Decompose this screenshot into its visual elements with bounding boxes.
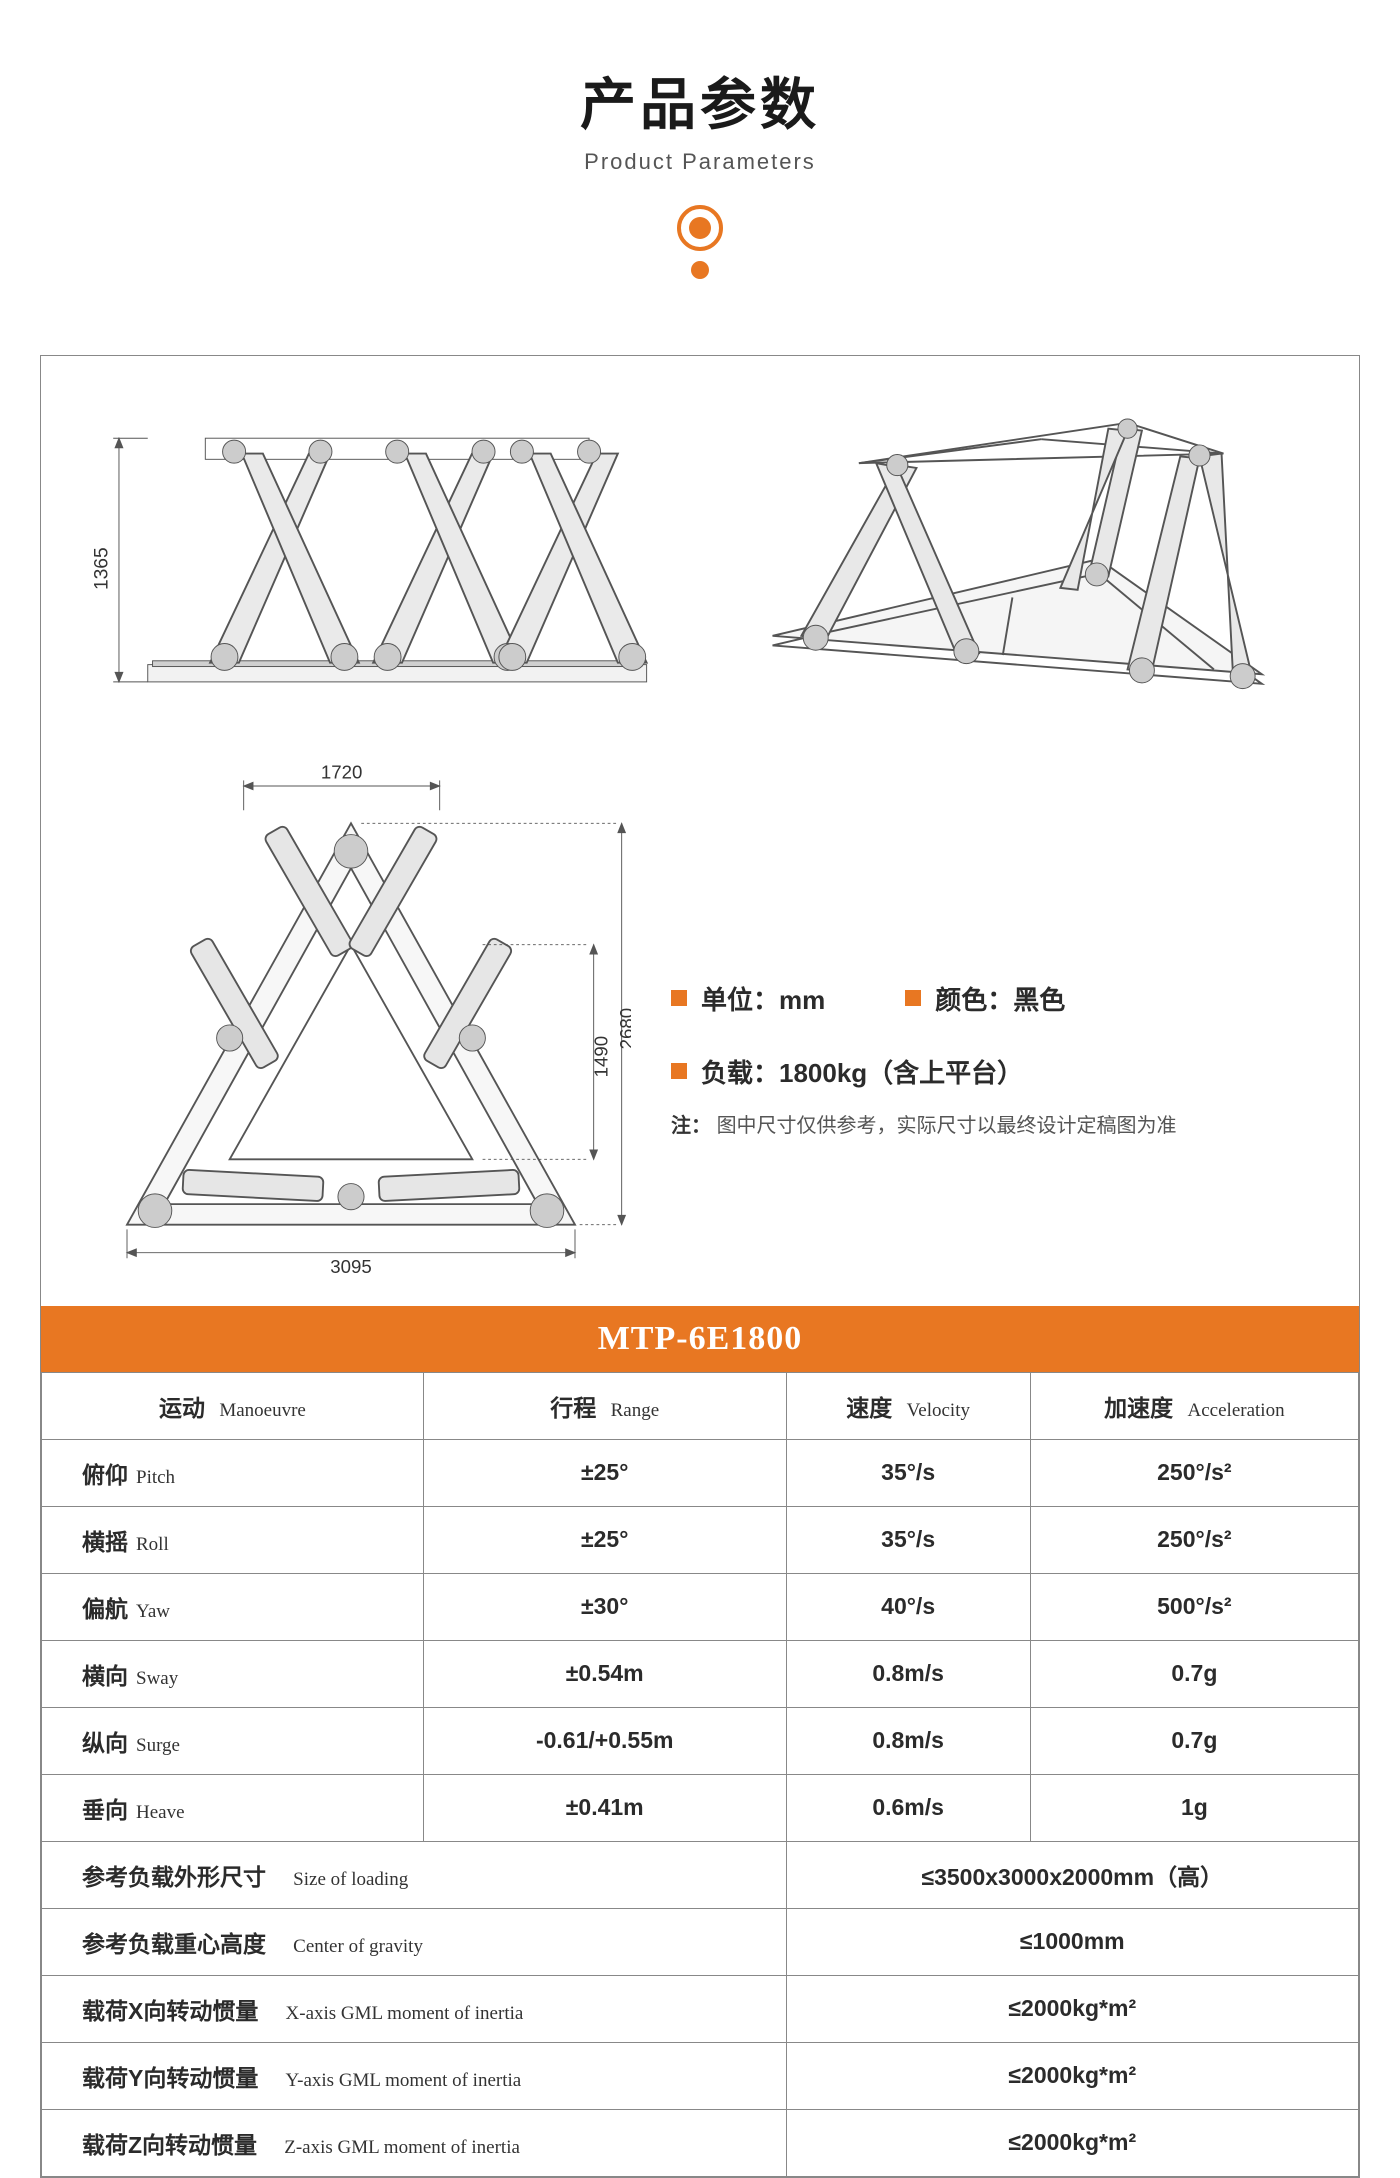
table-footer-row: 载荷X向转动惯量 X-axis GML moment of inertia≤20… (42, 1975, 1359, 2042)
cell-velocity: 0.8m/s (786, 1707, 1030, 1774)
table-footer-row: 载荷Y向转动惯量 Y-axis GML moment of inertia≤20… (42, 2042, 1359, 2109)
table-footer-row: 载荷Z向转动惯量 Z-axis GML moment of inertia≤20… (42, 2109, 1359, 2176)
cell-accel: 250°/s² (1030, 1506, 1358, 1573)
hdr-manoeuvre-cn: 运动 (159, 1395, 205, 1421)
table-row: 偏航Yaw±30°40°/s500°/s² (42, 1573, 1359, 1640)
footer-label: 载荷X向转动惯量 X-axis GML moment of inertia (42, 1975, 787, 2042)
footer-value: ≤2000kg*m² (786, 1975, 1358, 2042)
cell-manoeuvre: 横向Sway (42, 1640, 424, 1707)
hdr-range-en: Range (611, 1400, 660, 1421)
diagram-area: 1365 (41, 356, 1359, 1306)
info-note: 注： 图中尺寸仅供参考，实际尺寸以最终设计定稿图为准 (671, 1110, 1329, 1142)
table-row: 垂向Heave±0.41m0.6m/s1g (42, 1774, 1359, 1841)
diagram-top-row: 1365 (71, 396, 1329, 708)
table-footer-row: 参考负载重心高度 Center of gravity≤1000mm (42, 1908, 1359, 1975)
footer-label: 参考负载外形尺寸 Size of loading (42, 1841, 787, 1908)
dim-height: 1365 (91, 547, 112, 590)
table-row: 横向Sway±0.54m0.8m/s0.7g (42, 1640, 1359, 1707)
dim-top-width: 1720 (321, 762, 363, 783)
diagram-bottom-row: 1720 (71, 758, 1329, 1286)
cell-range: ±25° (423, 1439, 786, 1506)
col-range: 行程 Range (423, 1372, 786, 1439)
col-velocity: 速度 Velocity (786, 1372, 1030, 1439)
dim-inner-h: 1490 (591, 1036, 612, 1078)
front-view-diagram: 1365 (71, 396, 685, 708)
cell-accel: 0.7g (1030, 1707, 1358, 1774)
iso-view-diagram (715, 396, 1329, 708)
hdr-accel-cn: 加速度 (1104, 1395, 1173, 1421)
iso-view-svg (715, 396, 1329, 703)
col-manoeuvre: 运动 Manoeuvre (42, 1372, 424, 1439)
dim-base-width: 3095 (330, 1256, 372, 1277)
table-footer-row: 参考负载外形尺寸 Size of loading≤3500x3000x2000m… (42, 1841, 1359, 1908)
ring-icon (677, 205, 723, 251)
cell-range: ±25° (423, 1506, 786, 1573)
top-view-svg: 1720 (71, 758, 631, 1281)
footer-value: ≤3500x3000x2000mm（高） (786, 1841, 1358, 1908)
note-text: 图中尺寸仅供参考，实际尺寸以最终设计定稿图为准 (717, 1115, 1177, 1137)
cell-accel: 500°/s² (1030, 1573, 1358, 1640)
table-row: 横摇Roll±25°35°/s250°/s² (42, 1506, 1359, 1573)
info-column: 单位：mm 颜色：黑色 负载：1800kg（含上平台） 注： 图中尺寸仅供参考，… (671, 902, 1329, 1142)
cell-accel: 0.7g (1030, 1640, 1358, 1707)
title-chinese: 产品参数 (0, 60, 1400, 141)
cell-manoeuvre: 横摇Roll (42, 1506, 424, 1573)
cell-velocity: 0.8m/s (786, 1640, 1030, 1707)
cell-accel: 250°/s² (1030, 1439, 1358, 1506)
model-title-bar: MTP-6E1800 (41, 1306, 1359, 1372)
footer-label: 参考负载重心高度 Center of gravity (42, 1908, 787, 1975)
table-header-row: 运动 Manoeuvre 行程 Range 速度 Velocity 加速度 Ac… (42, 1372, 1359, 1439)
table-row: 纵向Surge-0.61/+0.55m0.8m/s0.7g (42, 1707, 1359, 1774)
hdr-velocity-cn: 速度 (846, 1395, 892, 1421)
cell-range: ±0.41m (423, 1774, 786, 1841)
cell-velocity: 0.6m/s (786, 1774, 1030, 1841)
cell-manoeuvre: 俯仰Pitch (42, 1439, 424, 1506)
cell-accel: 1g (1030, 1774, 1358, 1841)
cell-range: -0.61/+0.55m (423, 1707, 786, 1774)
hdr-accel-en: Acceleration (1188, 1400, 1285, 1421)
info-load: 负载：1800kg（含上平台） (671, 1053, 1329, 1090)
hdr-range-cn: 行程 (550, 1395, 596, 1421)
bullet-icon (671, 1063, 687, 1079)
top-view-diagram: 1720 (71, 758, 631, 1286)
footer-value: ≤1000mm (786, 1908, 1358, 1975)
page-header: 产品参数 Product Parameters (0, 0, 1400, 355)
footer-label: 载荷Z向转动惯量 Z-axis GML moment of inertia (42, 2109, 787, 2176)
info-load-text: 负载：1800kg（含上平台） (701, 1053, 1023, 1090)
cell-range: ±0.54m (423, 1640, 786, 1707)
spec-table: 运动 Manoeuvre 行程 Range 速度 Velocity 加速度 Ac… (41, 1372, 1359, 2177)
cell-manoeuvre: 偏航Yaw (42, 1573, 424, 1640)
cell-velocity: 35°/s (786, 1506, 1030, 1573)
front-view-svg: 1365 (71, 396, 685, 703)
hdr-manoeuvre-en: Manoeuvre (219, 1400, 306, 1421)
footer-value: ≤2000kg*m² (786, 2109, 1358, 2176)
info-color-text: 颜色：黑色 (935, 980, 1065, 1017)
decorative-bullets (670, 205, 730, 285)
cell-velocity: 40°/s (786, 1573, 1030, 1640)
cell-range: ±30° (423, 1573, 786, 1640)
dim-outer-h: 2680 (616, 1008, 631, 1050)
hdr-velocity-en: Velocity (907, 1400, 970, 1421)
info-unit-text: 单位：mm (701, 980, 825, 1017)
bullet-icon (905, 990, 921, 1006)
table-row: 俯仰Pitch±25°35°/s250°/s² (42, 1439, 1359, 1506)
dot-icon (691, 261, 709, 279)
footer-value: ≤2000kg*m² (786, 2042, 1358, 2109)
info-unit: 单位：mm (671, 980, 825, 1017)
note-prefix: 注： (671, 1115, 711, 1137)
main-container: 1365 (40, 355, 1360, 2178)
bullet-icon (671, 990, 687, 1006)
cell-manoeuvre: 垂向Heave (42, 1774, 424, 1841)
footer-label: 载荷Y向转动惯量 Y-axis GML moment of inertia (42, 2042, 787, 2109)
title-english: Product Parameters (0, 149, 1400, 175)
info-color: 颜色：黑色 (905, 980, 1065, 1017)
cell-velocity: 35°/s (786, 1439, 1030, 1506)
cell-manoeuvre: 纵向Surge (42, 1707, 424, 1774)
col-accel: 加速度 Acceleration (1030, 1372, 1358, 1439)
